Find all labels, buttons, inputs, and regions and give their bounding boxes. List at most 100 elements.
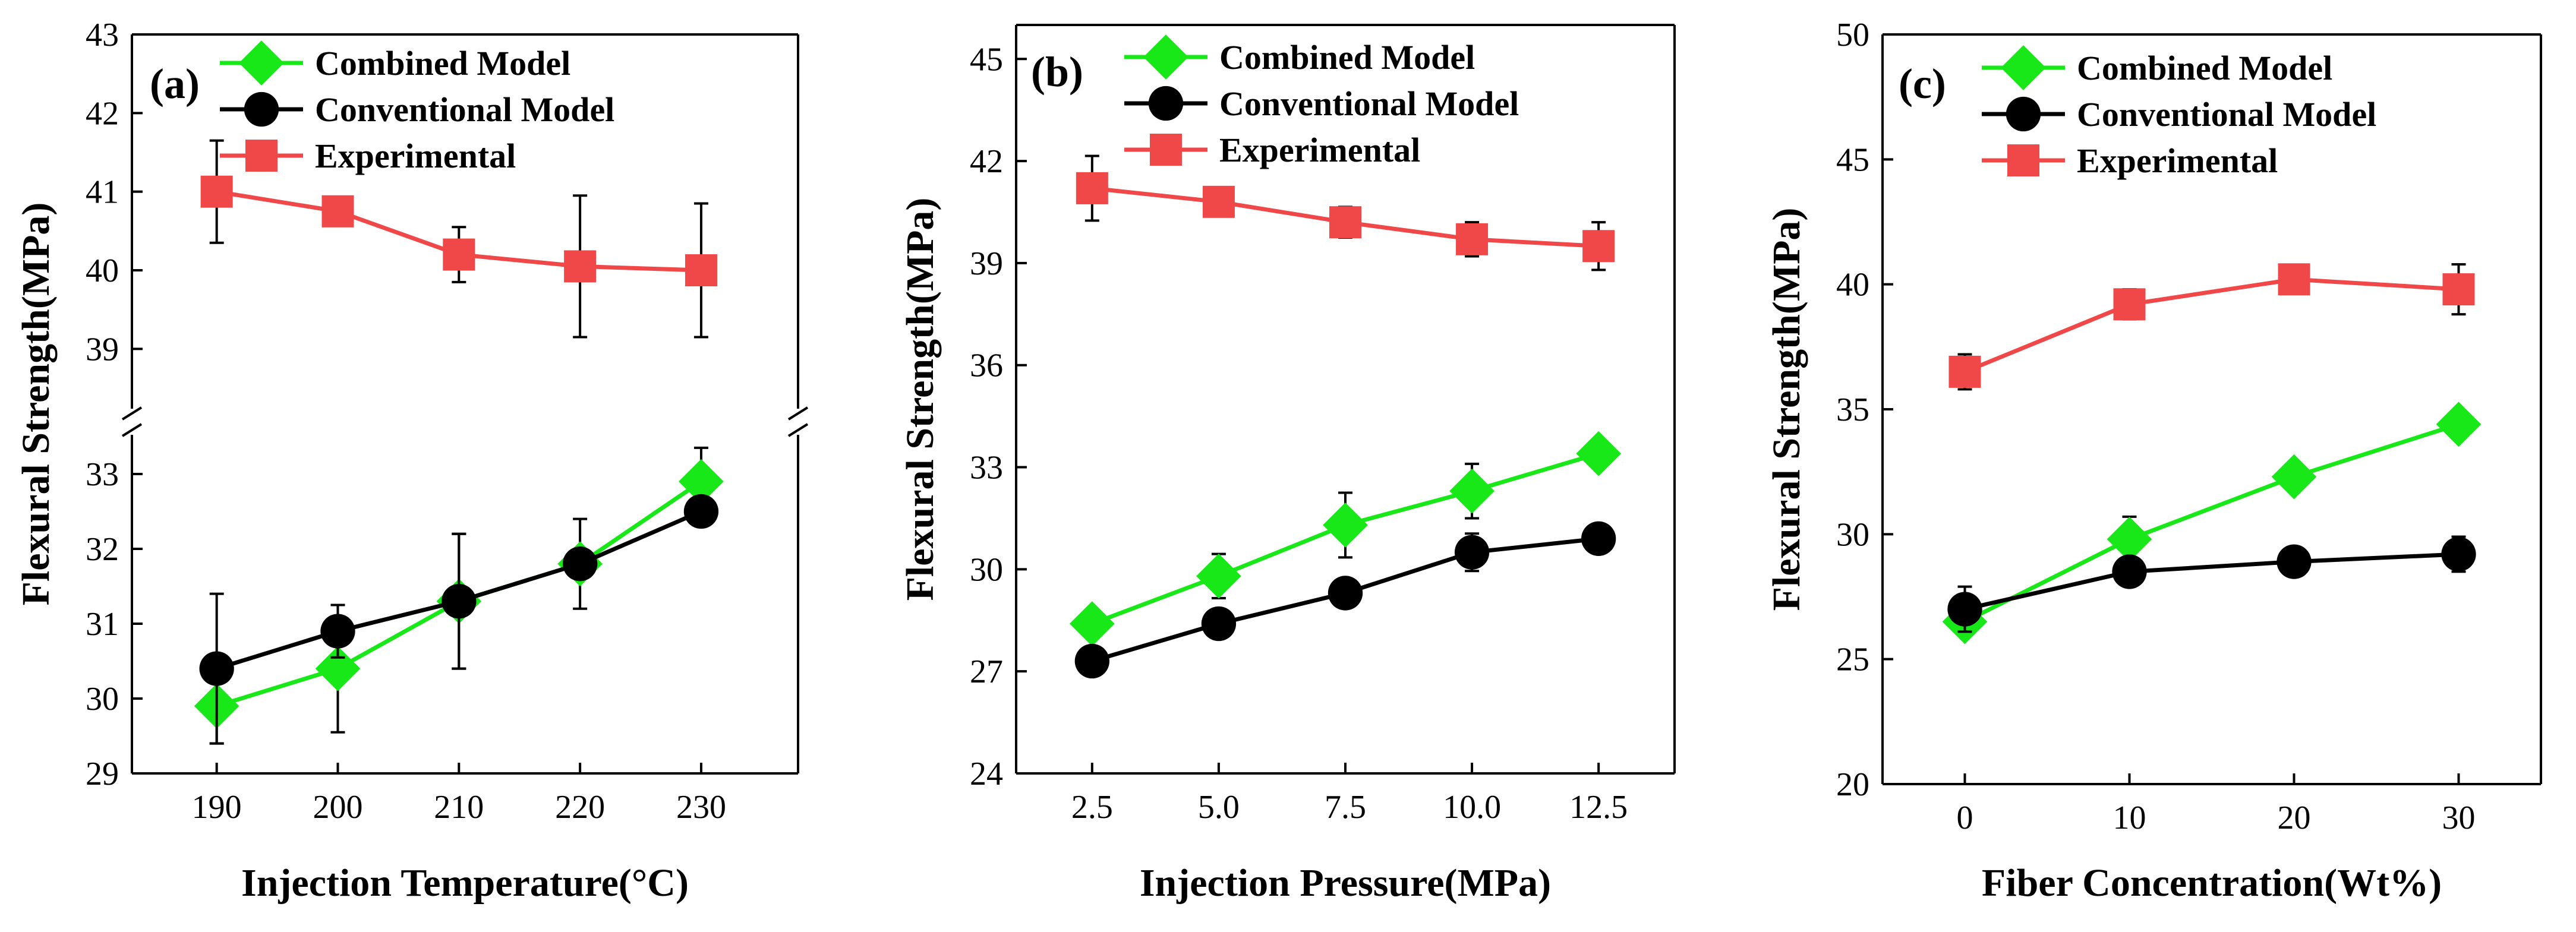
y-tick-label: 39 <box>970 245 1003 282</box>
conventional-point <box>1454 535 1490 570</box>
y-tick-label: 41 <box>86 174 119 211</box>
y-tick-label: 40 <box>86 252 119 289</box>
combined-point <box>2107 516 2152 562</box>
legend-label-combined: Combined Model <box>2077 49 2332 87</box>
combined-point <box>315 646 361 691</box>
conventional-point <box>1201 606 1237 642</box>
x-tick-label: 210 <box>434 789 484 826</box>
conventional-point <box>1581 521 1616 556</box>
y-tick-label: 43 <box>86 17 119 53</box>
y-tick-label: 30 <box>1836 516 1869 553</box>
panel-c-x-axis-title: Fiber Concentration(Wt%) <box>1982 861 2442 905</box>
conventional-point <box>683 494 719 529</box>
conventional-point <box>320 614 355 649</box>
y-tick-label: 45 <box>970 41 1003 78</box>
legend-marker-combined <box>239 40 284 86</box>
experimental-point <box>321 195 354 228</box>
legend-label-experimental: Experimental <box>1219 131 1420 169</box>
experimental-point <box>1456 223 1489 255</box>
legend-label-conventional: Conventional Model <box>2077 95 2376 134</box>
experimental-point <box>1582 230 1615 263</box>
conventional-line <box>1964 552 2459 611</box>
y-tick-label: 20 <box>1836 766 1869 803</box>
experimental-point <box>2113 288 2146 321</box>
legend-label-conventional: Conventional Model <box>1219 84 1519 123</box>
experimental-point <box>1202 185 1235 218</box>
y-tick-label: 42 <box>86 95 119 132</box>
axis-break-mark <box>787 423 809 437</box>
combined-point <box>1449 468 1494 514</box>
panel-a-label: (a) <box>150 60 200 108</box>
y-tick-label: 31 <box>86 606 119 643</box>
combined-point <box>2436 402 2482 447</box>
panel-a-legend: Combined Model Conventional Model Experime… <box>220 40 614 175</box>
legend-label-experimental: Experimental <box>2077 141 2278 180</box>
panel-c-series-experimental <box>1948 263 2475 391</box>
legend-marker-combined <box>1143 34 1188 80</box>
y-tick-label: 30 <box>86 681 119 718</box>
combined-point <box>1576 431 1622 476</box>
conventional-point <box>2277 544 2312 579</box>
x-tick-label: 20 <box>2278 800 2311 836</box>
x-tick-label: 190 <box>192 789 242 826</box>
experimental-point <box>1076 172 1108 204</box>
y-tick-label: 42 <box>970 143 1003 180</box>
x-tick-label: 10 <box>2113 800 2146 836</box>
conventional-point <box>2112 554 2147 589</box>
panel-a-x-axis-title: Injection Temperature(°C) <box>241 861 689 905</box>
experimental-point <box>200 175 233 208</box>
y-tick-label: 30 <box>970 551 1003 588</box>
conventional-point <box>2441 536 2476 572</box>
y-tick-label: 50 <box>1836 17 1869 53</box>
y-tick-label: 33 <box>970 450 1003 486</box>
panel-b: 24 27 30 33 36 39 42 45 2.5 5.0 7.5 10.0 12.5 Injecti… <box>898 24 1676 905</box>
combined-line <box>1963 422 2460 624</box>
experimental-line <box>1964 277 2459 374</box>
x-tick-label: 200 <box>313 789 362 826</box>
panel-b-legend: Combined Model Conventional Model Experime… <box>1124 34 1519 169</box>
conventional-point <box>1074 643 1110 679</box>
panel-a-axes-frame <box>121 33 809 775</box>
legend-marker-experimental <box>2007 144 2039 176</box>
experimental-point <box>2278 263 2310 296</box>
panel-b-label: (b) <box>1031 48 1083 96</box>
panel-a-y-axis-title: Flexural Strength(MPa) <box>14 203 58 606</box>
panel-c-y-axis-title: Flexural Strength(MPa) <box>1765 208 1808 611</box>
y-tick-label: 24 <box>970 756 1003 792</box>
y-tick-label: 29 <box>86 756 119 792</box>
x-tick-label: 30 <box>2442 800 2476 836</box>
x-tick-label: 0 <box>1957 800 1973 836</box>
conventional-point <box>1328 576 1363 611</box>
panel-b-x-axis-title: Injection Pressure(MPa) <box>1140 861 1551 905</box>
panel-b-series-conventional <box>1074 521 1616 679</box>
x-tick-label: 2.5 <box>1071 789 1113 826</box>
panel-a-series-experimental <box>200 139 717 339</box>
y-tick-label: 27 <box>970 653 1003 690</box>
x-tick-label: 220 <box>555 789 605 826</box>
conventional-point <box>199 651 234 686</box>
experimental-point <box>564 250 597 283</box>
experimental-point <box>1329 206 1361 239</box>
y-tick-label: 36 <box>970 347 1003 384</box>
axis-break-mark <box>121 406 143 421</box>
x-tick-label: 10.0 <box>1443 789 1501 826</box>
x-tick-label: 12.5 <box>1569 789 1628 826</box>
legend-label-conventional: Conventional Model <box>315 90 614 129</box>
y-tick-label: 45 <box>1836 141 1869 178</box>
legend-marker-combined <box>2001 45 2046 90</box>
panel-c-legend: Combined Model Conventional Model Experime… <box>1982 45 2376 180</box>
legend-label-combined: Combined Model <box>1219 38 1475 77</box>
legend-label-experimental: Experimental <box>315 137 516 175</box>
y-tick-label: 40 <box>1836 267 1869 304</box>
legend-marker-experimental <box>1150 134 1182 166</box>
combined-point <box>2271 454 2317 500</box>
combined-point <box>1196 553 1241 599</box>
legend-label-combined: Combined Model <box>315 44 570 83</box>
experimental-point <box>685 254 717 287</box>
y-tick-label: 35 <box>1836 391 1869 428</box>
x-tick-label: 230 <box>676 789 726 826</box>
panel-a-series-conventional <box>199 494 719 745</box>
combined-point <box>1323 503 1368 548</box>
